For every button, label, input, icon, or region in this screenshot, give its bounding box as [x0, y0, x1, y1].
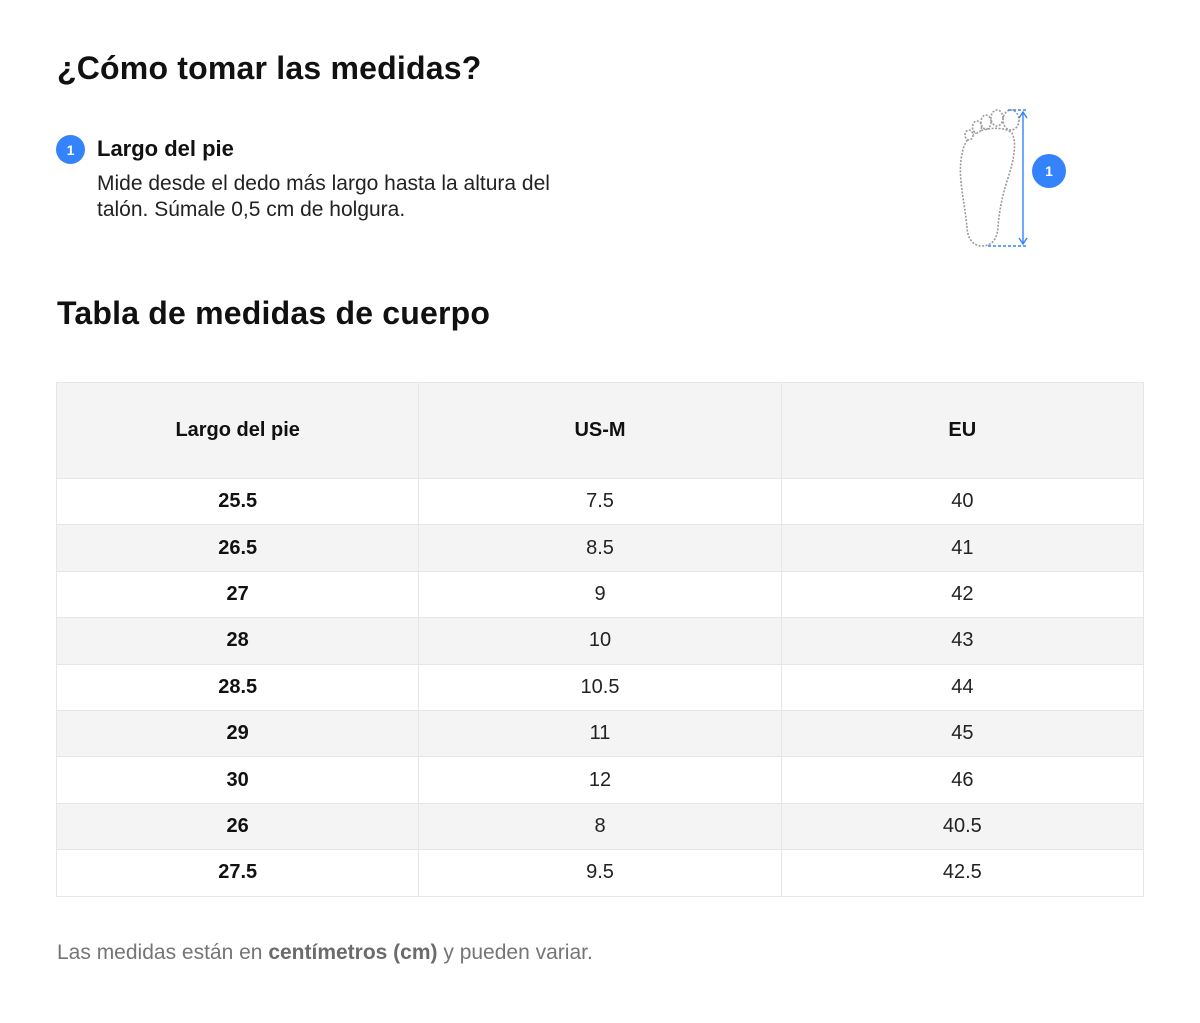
table-cell: 28	[55, 617, 420, 665]
table-row: 27.5 9.5 42.5	[55, 849, 1145, 897]
table-cell: 10	[418, 617, 782, 665]
table-row: 26 8 40.5	[55, 802, 1145, 851]
column-header-us-m: US-M	[418, 382, 782, 479]
table-row: 30 12 46	[55, 756, 1145, 804]
table-cell: 40.5	[780, 802, 1145, 851]
step-description: Mide desde el dedo más largo hasta la al…	[97, 172, 550, 221]
table-row: 26.5 8.5 41	[55, 524, 1145, 572]
table-cell: 8.5	[418, 524, 782, 572]
table-cell: 45	[780, 709, 1145, 758]
note-suffix: y pueden variar.	[437, 941, 593, 964]
table-title: Tabla de medidas de cuerpo	[57, 295, 491, 331]
table-cell: 26	[55, 802, 420, 851]
size-table: Largo del pie US-M EU 25.5 7.5 40 26.5 8…	[55, 382, 1145, 897]
units-note: Las medidas están en centímetros (cm) y …	[57, 941, 593, 965]
table-cell: 40	[780, 477, 1145, 526]
foot-length-illustration: 1	[940, 100, 1080, 255]
table-cell: 26.5	[55, 524, 420, 572]
table-cell: 42	[780, 570, 1145, 619]
table-cell: 11	[418, 709, 782, 758]
table-cell: 28.5	[55, 663, 420, 711]
table-row: 28 10 43	[55, 617, 1145, 665]
table-row: 29 11 45	[55, 709, 1145, 758]
foot-length-icon: 1	[959, 109, 1066, 247]
table-row: 27 9 42	[55, 570, 1145, 619]
table-cell: 9.5	[418, 849, 782, 897]
table-cell: 9	[418, 570, 782, 619]
page-title: ¿Cómo tomar las medidas?	[57, 50, 482, 86]
table-cell: 25.5	[55, 477, 420, 526]
table-cell: 41	[780, 524, 1145, 572]
table-cell: 29	[55, 709, 420, 758]
table-cell: 44	[780, 663, 1145, 711]
table-cell: 12	[418, 756, 782, 804]
table-cell: 10.5	[418, 663, 782, 711]
column-header-foot-length: Largo del pie	[55, 382, 420, 479]
table-cell: 46	[780, 756, 1145, 804]
table-cell: 42.5	[780, 849, 1145, 897]
illustration-badge-number: 1	[1045, 163, 1053, 179]
table-cell: 27.5	[55, 849, 420, 897]
table-cell: 43	[780, 617, 1145, 665]
table-row: 25.5 7.5 40	[55, 477, 1145, 526]
note-prefix: Las medidas están en	[57, 941, 269, 964]
table-cell: 30	[55, 756, 420, 804]
table-row: 28.5 10.5 44	[55, 663, 1145, 711]
table-cell: 8	[418, 802, 782, 851]
table-cell: 7.5	[418, 477, 782, 526]
step-number-badge: 1	[56, 135, 85, 164]
column-header-eu: EU	[780, 382, 1145, 479]
table-header-row: Largo del pie US-M EU	[55, 382, 1145, 479]
note-units: centímetros (cm)	[268, 941, 438, 964]
step-title: Largo del pie	[97, 136, 234, 161]
table-cell: 27	[55, 570, 420, 619]
